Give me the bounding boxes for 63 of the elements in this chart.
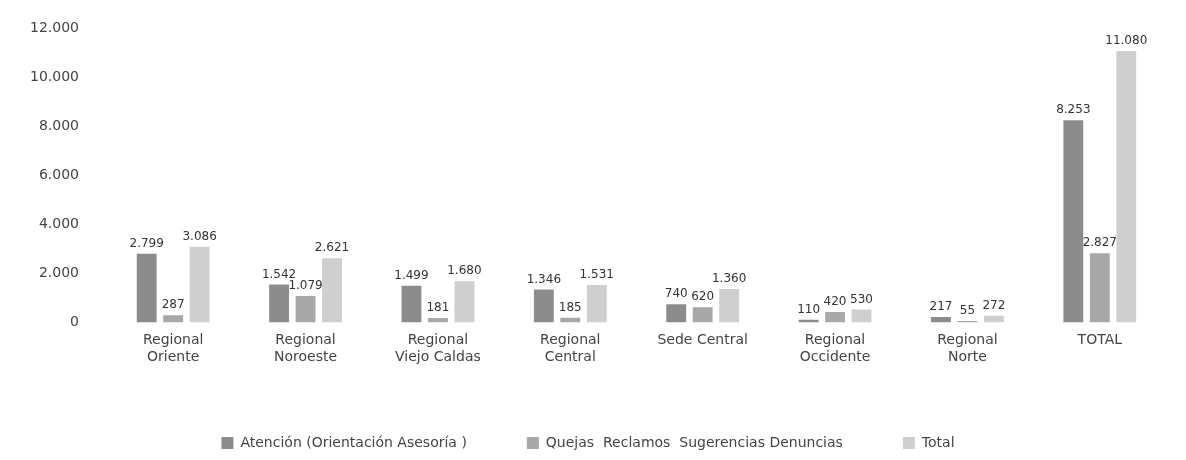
- data-label: 2.827: [1082, 235, 1117, 250]
- data-label: 1.680: [447, 263, 482, 278]
- data-label: 217: [929, 299, 953, 314]
- x-tick-label: Regional Viejo Caldas: [395, 331, 481, 365]
- data-label: 287: [161, 297, 185, 312]
- data-label: 1.079: [288, 278, 323, 293]
- x-tick-label: Sede Central: [657, 331, 748, 348]
- data-label: 181: [426, 300, 450, 315]
- x-tick-label: Regional Norte: [937, 331, 998, 365]
- data-label: 110: [797, 301, 821, 316]
- data-label: 11.080: [1105, 33, 1148, 48]
- bar: [825, 312, 845, 323]
- data-label: 272: [982, 297, 1006, 312]
- bar: [428, 317, 448, 323]
- y-tick-label: 6.000: [38, 166, 79, 183]
- data-label: 8.253: [1056, 102, 1091, 117]
- y-tick-label: 0: [70, 313, 79, 330]
- bar: [1063, 120, 1084, 323]
- bar: [322, 258, 342, 323]
- data-label: 1.360: [711, 271, 747, 286]
- data-label: 55: [959, 303, 976, 318]
- y-tick-label: 4.000: [38, 215, 79, 232]
- y-tick-label: 10.000: [29, 68, 79, 85]
- data-label: 1.499: [394, 267, 429, 282]
- data-label: 2.621: [314, 240, 350, 255]
- y-tick-label: 8.000: [38, 117, 79, 134]
- bar: [586, 284, 607, 323]
- data-label: 620: [691, 289, 715, 304]
- bar: [454, 281, 475, 323]
- x-tick-label: Regional Occidente: [799, 331, 871, 365]
- bar: [189, 246, 210, 323]
- y-tick-label: 2.000: [38, 264, 79, 281]
- data-label: 1.531: [579, 267, 614, 282]
- bar: [851, 309, 872, 323]
- bar: [1089, 253, 1110, 323]
- y-tick-label: 12.000: [29, 19, 79, 36]
- bar: [692, 307, 713, 323]
- bar: [931, 317, 951, 323]
- bar: [136, 253, 157, 323]
- x-tick-label: TOTAL: [1076, 331, 1123, 348]
- x-tick-label: Regional Noroeste: [274, 331, 338, 365]
- data-label: 2.799: [129, 235, 164, 250]
- legend-label: Atención (Orientación Asesoría ): [240, 433, 467, 450]
- bar: [666, 304, 687, 323]
- legend-label: Quejas Reclamos Sugerencias Denuncias: [545, 433, 843, 450]
- data-label: 3.086: [182, 228, 217, 243]
- x-tick-label: Regional Central: [540, 331, 601, 365]
- bar: [719, 289, 740, 323]
- bar: [533, 289, 554, 323]
- data-label: 1.542: [261, 266, 297, 281]
- data-label: 740: [664, 286, 688, 301]
- data-label: 420: [823, 294, 847, 309]
- bar: [983, 315, 1004, 323]
- bar: [1116, 50, 1137, 323]
- data-label: 530: [850, 291, 873, 306]
- x-tick-label: Regional Oriente: [142, 331, 204, 365]
- legend-label: Total: [920, 433, 955, 450]
- data-label: 1.346: [526, 271, 562, 286]
- bar: [163, 315, 184, 323]
- data-label: 185: [558, 299, 582, 314]
- bar: [401, 285, 422, 323]
- bar: [269, 284, 289, 323]
- bar: [295, 295, 316, 323]
